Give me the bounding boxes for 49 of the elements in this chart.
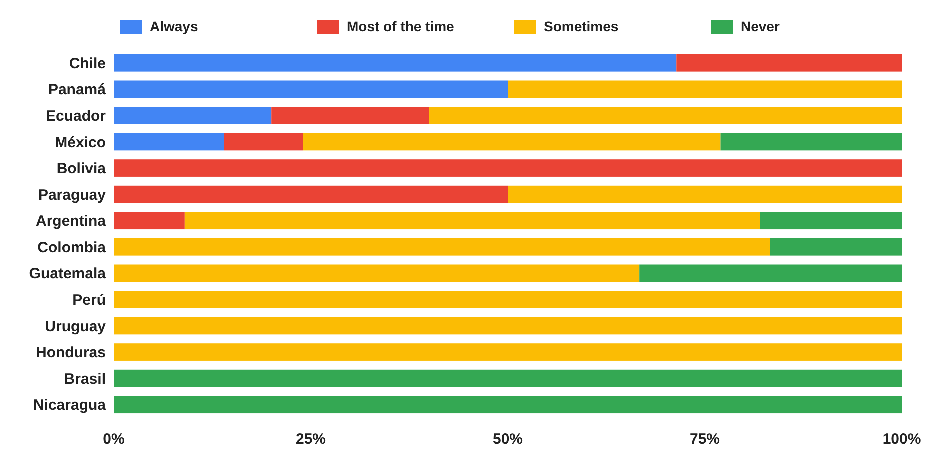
y-tick-label: Guatemala	[29, 266, 107, 283]
bar	[114, 54, 677, 72]
bar	[303, 133, 721, 151]
y-tick-label: Uruguay	[45, 318, 107, 336]
bar	[114, 186, 508, 204]
y-tick-label: Panamá	[48, 82, 107, 99]
x-tick-label: 25%	[296, 431, 326, 448]
bar	[114, 107, 272, 124]
bar	[114, 264, 640, 282]
bar	[676, 54, 902, 72]
bar	[114, 317, 902, 335]
bar	[720, 133, 902, 151]
y-tick-label: Nicaragua	[33, 397, 107, 414]
y-tick-label: Bolivia	[56, 160, 107, 178]
bar	[770, 238, 902, 256]
bar	[508, 186, 902, 204]
x-tick-label: 50%	[492, 431, 524, 448]
y-tick-label: Brasil	[64, 370, 106, 388]
y-tick-label: Argentina	[36, 213, 107, 230]
y-tick-label: Perú	[72, 292, 106, 309]
x-tick-label: 75%	[690, 431, 720, 448]
bar	[114, 370, 902, 388]
legend-label: Most of the time	[347, 18, 455, 34]
y-tick-label: Ecuador	[46, 108, 106, 125]
legend-label: Always	[150, 18, 198, 34]
bar	[114, 238, 770, 256]
bar	[114, 133, 224, 151]
bar	[114, 396, 902, 414]
y-tick-label: Paraguay	[38, 186, 107, 204]
bar	[114, 212, 185, 230]
bar	[114, 80, 508, 98]
bar	[184, 212, 760, 230]
bar	[508, 80, 902, 98]
x-tick-label: 0%	[103, 431, 125, 448]
bar	[114, 160, 902, 177]
bar	[224, 133, 304, 151]
y-tick-label: Honduras	[36, 344, 106, 362]
bar	[760, 212, 902, 230]
bar	[429, 107, 902, 124]
x-tick-label: 100%	[882, 431, 922, 448]
y-tick-label: México	[55, 134, 106, 152]
y-tick-label: Colombia	[38, 239, 107, 256]
legend-label: Sometimes	[544, 18, 619, 34]
bar	[640, 264, 902, 282]
legend-label: Never	[741, 18, 780, 34]
y-tick-label: Chile	[69, 55, 106, 72]
bar	[114, 291, 902, 308]
bar	[272, 107, 430, 124]
bar	[114, 344, 902, 361]
